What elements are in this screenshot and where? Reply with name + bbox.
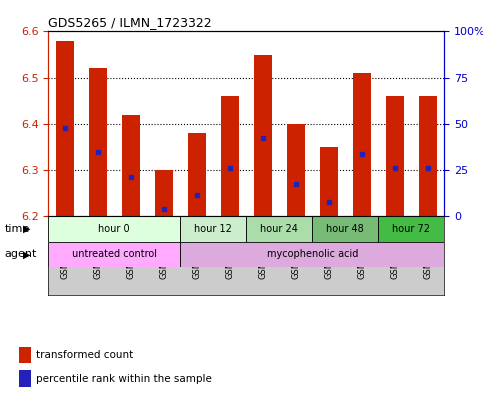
Bar [188, 133, 206, 216]
Bar [19, 370, 31, 387]
Bar [155, 170, 173, 216]
Text: hour 12: hour 12 [194, 224, 232, 234]
Bar [48, 242, 180, 267]
Bar [386, 96, 404, 216]
Bar [19, 347, 31, 363]
Text: GDS5265 / ILMN_1723322: GDS5265 / ILMN_1723322 [48, 16, 212, 29]
Text: GSM1133728: GSM1133728 [258, 222, 267, 279]
Bar [122, 115, 140, 216]
Bar [353, 73, 371, 216]
Text: GSM1133726: GSM1133726 [192, 222, 201, 279]
Text: GSM1133724: GSM1133724 [127, 222, 135, 279]
Text: time: time [5, 224, 30, 234]
Text: mycophenolic acid: mycophenolic acid [267, 250, 358, 259]
Text: GSM1133733: GSM1133733 [424, 222, 432, 279]
Text: hour 24: hour 24 [260, 224, 298, 234]
Bar [180, 216, 246, 242]
Bar [313, 216, 378, 242]
Text: transformed count: transformed count [36, 350, 133, 360]
Bar [378, 216, 444, 242]
Text: GSM1133727: GSM1133727 [226, 222, 234, 279]
Text: GSM1133729: GSM1133729 [291, 222, 300, 279]
Bar [254, 55, 272, 216]
Bar [246, 216, 313, 242]
Bar [56, 40, 74, 216]
Bar [320, 147, 338, 216]
Bar [221, 96, 239, 216]
Text: GSM1133731: GSM1133731 [357, 222, 366, 279]
Text: GSM1133722: GSM1133722 [60, 222, 69, 279]
Text: hour 72: hour 72 [392, 224, 430, 234]
Text: hour 48: hour 48 [327, 224, 364, 234]
Text: GSM1133723: GSM1133723 [93, 222, 102, 279]
Bar [89, 68, 107, 216]
Bar [48, 216, 180, 242]
Text: agent: agent [5, 250, 37, 259]
Bar [419, 96, 437, 216]
Bar [287, 124, 305, 216]
Bar [180, 242, 444, 267]
Text: GSM1133725: GSM1133725 [159, 222, 168, 279]
Text: ▶: ▶ [23, 224, 30, 234]
Text: ▶: ▶ [23, 250, 30, 259]
Text: GSM1133730: GSM1133730 [325, 222, 333, 279]
Text: hour 0: hour 0 [99, 224, 130, 234]
Text: GSM1133732: GSM1133732 [390, 222, 399, 279]
Text: percentile rank within the sample: percentile rank within the sample [36, 374, 212, 384]
Text: untreated control: untreated control [72, 250, 157, 259]
